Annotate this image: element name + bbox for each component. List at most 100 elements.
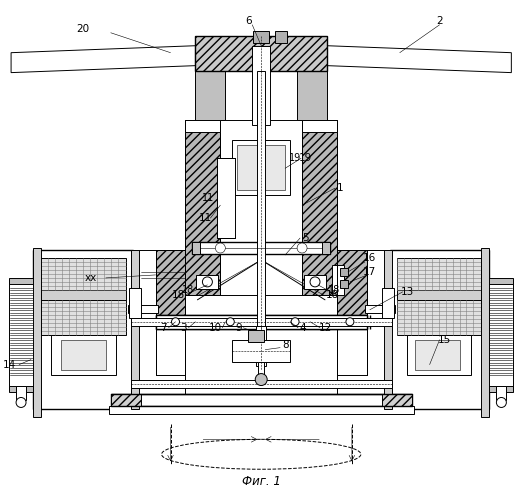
Bar <box>302 120 337 295</box>
Bar <box>407 334 471 374</box>
Bar <box>51 334 116 374</box>
Text: 3: 3 <box>180 322 187 332</box>
Bar <box>238 146 285 190</box>
Bar <box>111 394 412 406</box>
Bar <box>128 305 158 313</box>
Text: 10: 10 <box>209 322 222 332</box>
Bar <box>337 250 392 410</box>
Text: 18: 18 <box>172 290 185 300</box>
Bar <box>41 290 126 300</box>
Bar <box>302 120 337 132</box>
Bar <box>382 394 412 406</box>
Bar <box>397 300 481 334</box>
Bar <box>130 250 185 410</box>
Text: 11: 11 <box>202 193 215 203</box>
Text: 16: 16 <box>363 253 376 263</box>
Bar <box>257 70 265 330</box>
Text: 9: 9 <box>235 322 242 332</box>
Bar <box>252 46 270 126</box>
Bar <box>109 406 413 414</box>
Bar <box>337 250 367 315</box>
Bar <box>16 386 26 400</box>
Bar <box>195 36 327 70</box>
Text: 5: 5 <box>302 233 309 243</box>
Bar <box>156 315 367 328</box>
Bar <box>195 70 226 120</box>
Bar <box>489 278 513 284</box>
Bar <box>217 158 235 238</box>
Bar <box>41 258 126 290</box>
Text: 12: 12 <box>318 322 331 332</box>
Bar <box>130 318 392 326</box>
Circle shape <box>310 277 320 287</box>
Text: хх: хх <box>85 273 97 283</box>
Text: 18: 18 <box>328 285 340 295</box>
Bar <box>130 380 392 388</box>
Polygon shape <box>327 46 512 72</box>
Circle shape <box>227 318 234 326</box>
Circle shape <box>203 277 212 287</box>
Bar <box>337 295 367 374</box>
Bar <box>130 250 139 410</box>
Bar <box>185 120 220 295</box>
Bar <box>185 120 220 295</box>
Text: 20: 20 <box>76 24 89 34</box>
Text: 7: 7 <box>160 322 167 332</box>
Circle shape <box>216 243 226 253</box>
Bar <box>156 295 185 374</box>
Bar <box>232 140 290 195</box>
Text: 6: 6 <box>245 16 252 26</box>
Text: Фиг. 1: Фиг. 1 <box>242 474 281 488</box>
Text: 4: 4 <box>300 322 306 332</box>
Polygon shape <box>11 46 195 72</box>
Circle shape <box>255 374 267 386</box>
Circle shape <box>16 398 26 407</box>
Bar <box>156 250 185 315</box>
Bar <box>302 120 337 295</box>
Bar <box>220 120 302 295</box>
Bar <box>382 288 394 318</box>
Bar <box>496 386 506 400</box>
Bar <box>481 248 490 418</box>
Bar <box>365 305 395 313</box>
Bar <box>414 340 459 370</box>
Bar <box>397 258 481 290</box>
Circle shape <box>291 318 299 326</box>
Bar <box>129 288 140 318</box>
Bar <box>258 362 264 380</box>
Text: 19: 19 <box>299 154 312 164</box>
Text: 18: 18 <box>325 290 339 300</box>
Bar <box>297 70 327 120</box>
Text: 15: 15 <box>438 334 451 344</box>
Bar <box>304 275 326 289</box>
Text: 13: 13 <box>401 287 414 297</box>
Bar <box>193 242 200 254</box>
Bar <box>489 386 513 392</box>
Bar <box>397 290 481 300</box>
Circle shape <box>297 243 307 253</box>
Text: 17: 17 <box>363 267 376 277</box>
Text: 1: 1 <box>337 183 343 193</box>
Bar <box>275 31 287 42</box>
Bar <box>9 386 34 392</box>
Text: 18: 18 <box>182 285 195 295</box>
Bar <box>9 280 34 390</box>
Bar <box>384 250 392 410</box>
Text: 2: 2 <box>436 16 443 26</box>
Bar <box>61 340 106 370</box>
Bar <box>193 242 330 254</box>
Bar <box>248 330 264 342</box>
Bar <box>253 31 269 42</box>
Bar <box>33 248 41 418</box>
Bar <box>340 268 348 276</box>
Bar <box>195 36 327 70</box>
Circle shape <box>496 398 506 407</box>
Bar <box>256 326 266 366</box>
Bar <box>33 250 133 410</box>
Bar <box>232 340 290 361</box>
Bar <box>41 300 126 334</box>
Text: 19: 19 <box>289 154 301 164</box>
Bar <box>489 280 513 390</box>
Bar <box>156 250 185 315</box>
Bar <box>9 278 34 284</box>
